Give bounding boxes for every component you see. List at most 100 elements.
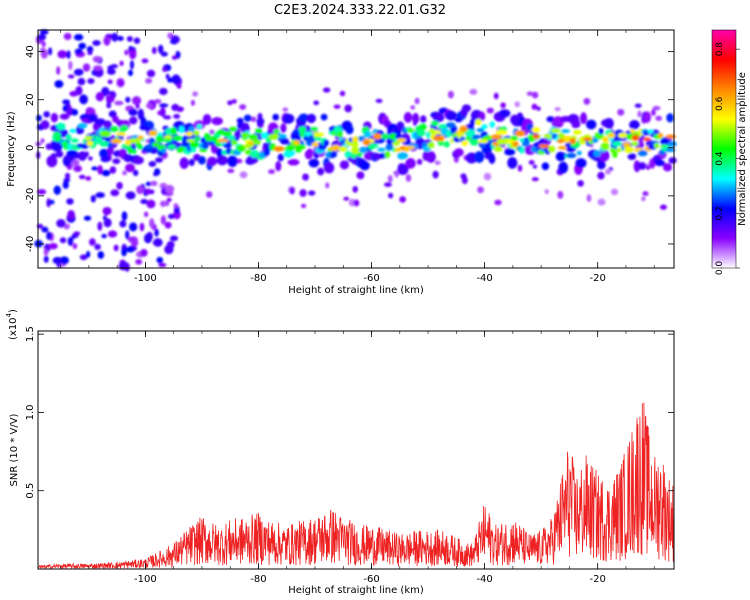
- heatmap-cell: [286, 144, 295, 152]
- heatmap-cell: [52, 131, 62, 138]
- heatmap-cell: [631, 134, 640, 141]
- heatmap-cell: [139, 125, 149, 131]
- heatmap-cell: [110, 125, 119, 133]
- heatmap-cell: [454, 148, 464, 157]
- heatmap-cell: [541, 162, 550, 171]
- heatmap-cell: [99, 148, 109, 159]
- spectrogram-x-tick-label: -40: [476, 273, 492, 284]
- heatmap-cell: [157, 44, 164, 54]
- heatmap-cell: [445, 130, 452, 138]
- heatmap-cell: [94, 243, 101, 250]
- spectrogram-x-tick-label: -100: [134, 273, 157, 284]
- heatmap-cell: [190, 99, 196, 106]
- svg-text:(x104): (x104): [5, 309, 19, 340]
- heatmap-cell: [546, 116, 555, 123]
- heatmap-cell: [432, 135, 444, 141]
- heatmap-cell: [155, 157, 164, 163]
- heatmap-cell: [336, 131, 343, 138]
- heatmap-cell: [155, 135, 164, 143]
- heatmap-cell: [59, 113, 70, 120]
- heatmap-cell: [461, 104, 472, 112]
- heatmap-cell: [412, 112, 420, 125]
- heatmap-cell: [322, 87, 331, 93]
- heatmap-cell: [394, 170, 399, 178]
- heatmap-cell: [504, 148, 516, 156]
- heatmap-cell: [478, 111, 486, 122]
- heatmap-cell: [165, 73, 170, 80]
- heatmap-cell: [432, 170, 439, 179]
- heatmap-cell: [137, 144, 143, 150]
- colorbar-tick-label: 0.4: [715, 151, 725, 166]
- heatmap-cell: [153, 172, 159, 177]
- heatmap-cell: [36, 223, 44, 229]
- heatmap-cell: [67, 74, 75, 79]
- heatmap-cell: [43, 249, 49, 256]
- heatmap-cell: [239, 171, 248, 179]
- heatmap-cell: [557, 190, 564, 199]
- heatmap-cell: [643, 111, 652, 123]
- heatmap-cell: [373, 133, 382, 140]
- heatmap-cell: [338, 146, 348, 152]
- heatmap-cell: [657, 132, 664, 138]
- heatmap-cell: [461, 176, 468, 185]
- heatmap-cell: [558, 161, 569, 174]
- heatmap-cell: [339, 160, 350, 170]
- heatmap-cell: [257, 113, 263, 120]
- heatmap-cell: [586, 194, 592, 203]
- heatmap-cell: [196, 123, 203, 130]
- heatmap-cell: [339, 90, 346, 97]
- heatmap-cell: [519, 146, 525, 154]
- heatmap-cell: [654, 159, 666, 167]
- heatmap-cell: [99, 140, 110, 147]
- heatmap-cell: [124, 262, 130, 272]
- heatmap-cell: [207, 156, 218, 167]
- heatmap-cell: [548, 145, 556, 153]
- heatmap-cell: [171, 55, 178, 60]
- heatmap-cell: [532, 91, 539, 99]
- heatmap-cell: [103, 218, 112, 228]
- heatmap-cell: [87, 78, 95, 85]
- heatmap-cell: [121, 248, 127, 257]
- spectrogram-x-tick-label: -80: [250, 273, 266, 284]
- heatmap-cell: [243, 144, 254, 149]
- heatmap-cell: [56, 122, 66, 131]
- heatmap-cell: [227, 135, 236, 141]
- heatmap-cell: [115, 132, 127, 137]
- heatmap-cell: [287, 159, 300, 166]
- heatmap-cell: [532, 134, 540, 139]
- heatmap-cell: [394, 147, 402, 153]
- heatmap-cell: [74, 48, 83, 55]
- heatmap-cell: [41, 40, 46, 48]
- snr-x-tick-label: -20: [590, 574, 606, 585]
- heatmap-cell: [596, 160, 606, 170]
- heatmap-cell: [461, 140, 468, 146]
- spectrogram-y-tick-label: -20: [25, 188, 36, 204]
- heatmap-cell: [530, 146, 537, 153]
- heatmap-cell: [85, 176, 92, 181]
- heatmap-cell: [476, 127, 485, 133]
- spectrogram-y-axis-label: Frequency (Hz): [6, 111, 17, 187]
- heatmap-cell: [165, 185, 175, 193]
- heatmap-cell: [41, 226, 49, 233]
- heatmap-cell: [325, 182, 330, 189]
- heatmap-cell: [293, 140, 301, 146]
- heatmap-cell: [185, 131, 193, 137]
- colorbar-tick-label: 0.6: [715, 96, 725, 111]
- heatmap-cell: [50, 112, 59, 123]
- heatmap-cell: [629, 120, 640, 130]
- heatmap-cell: [216, 155, 228, 166]
- heatmap-cell: [630, 141, 639, 146]
- heatmap-cell: [416, 129, 426, 137]
- heatmap-cell: [356, 171, 365, 180]
- heatmap-cell: [665, 134, 677, 139]
- heatmap-cell: [48, 243, 58, 250]
- snr-x-ticks: -100 -80 -60 -40 -20: [60, 331, 655, 585]
- snr-y-scale-factor: (x104): [5, 309, 19, 340]
- heatmap-cell: [159, 103, 169, 108]
- spectrogram-y-tick-label: 20: [25, 93, 36, 106]
- heatmap-cell: [666, 113, 674, 123]
- heatmap-cell: [40, 120, 50, 130]
- heatmap-cell: [73, 34, 84, 41]
- heatmap-cell: [313, 132, 325, 137]
